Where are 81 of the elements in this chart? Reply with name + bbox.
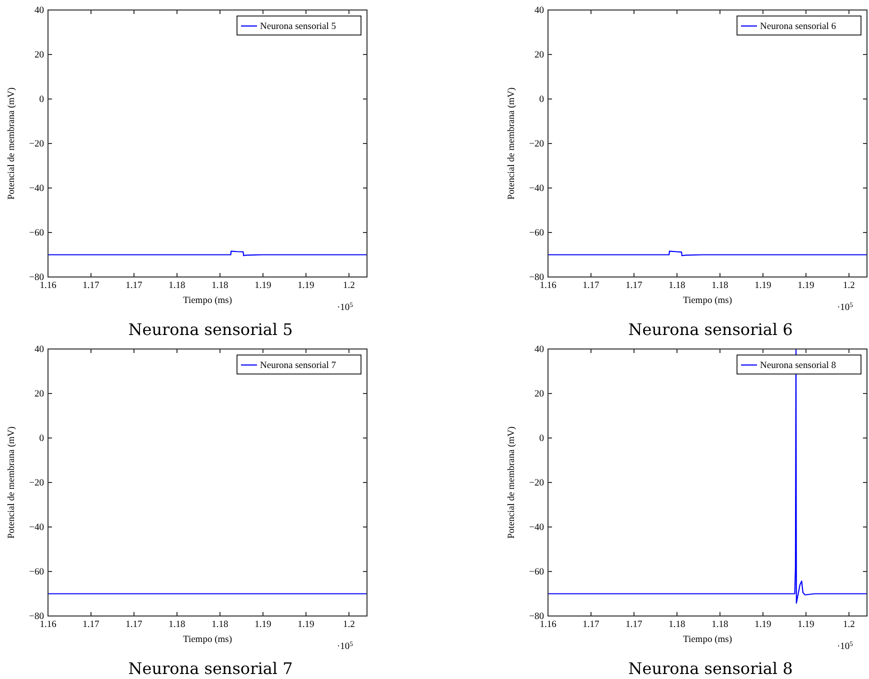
x-tick-label: 1.16 bbox=[40, 620, 57, 630]
x-tick-label: 1.17 bbox=[126, 620, 143, 630]
y-tick-label: −40 bbox=[529, 523, 544, 533]
line-series bbox=[548, 349, 867, 604]
x-tick-label: 1.19 bbox=[254, 281, 272, 291]
y-tick-label: −60 bbox=[29, 228, 44, 238]
y-axis-title: Potencial de membrana (mV) bbox=[7, 87, 17, 200]
y-tick-label: −60 bbox=[529, 568, 544, 578]
text: ·10$^{5}$ bbox=[337, 302, 354, 313]
y-axis-title: Potencial de membrana (mV) bbox=[7, 426, 17, 539]
x-axis-title: Tiempo (ms) bbox=[182, 635, 232, 645]
y-tick-label: −80 bbox=[29, 612, 44, 622]
y-tick-label: 20 bbox=[534, 50, 544, 60]
x-axis-title: Tiempo (ms) bbox=[682, 296, 732, 306]
x-tick-label: 1.19 bbox=[298, 620, 315, 630]
x-tick-label: 1.16 bbox=[40, 281, 57, 291]
text: Neurona sensorial 8 bbox=[628, 659, 793, 678]
x-tick-label: 1.19 bbox=[254, 620, 272, 630]
y-tick-label: 40 bbox=[34, 345, 44, 355]
y-tick-label: −40 bbox=[29, 523, 44, 533]
x-tick-label: 1.18 bbox=[212, 281, 229, 291]
x-tick-label: 1.18 bbox=[168, 281, 186, 291]
legend-label: Neurona sensorial 6 bbox=[760, 22, 836, 32]
y-tick-label: −80 bbox=[529, 273, 544, 283]
legend-label: Neurona sensorial 7 bbox=[260, 361, 336, 371]
x-tick-label: 1.17 bbox=[626, 281, 643, 291]
text: Neurona sensorial 7 bbox=[128, 659, 293, 678]
x-tick-label: 1.16 bbox=[540, 620, 557, 630]
y-tick-label: 0 bbox=[539, 95, 544, 105]
x-tick-label: 1.2 bbox=[843, 281, 856, 291]
y-tick-label: 0 bbox=[539, 434, 544, 444]
legend-label: Neurona sensorial 5 bbox=[260, 22, 336, 32]
x-axis-title: Tiempo (ms) bbox=[182, 296, 232, 306]
text: ·10$^{5}$ bbox=[837, 302, 854, 313]
x-tick-label: 1.17 bbox=[582, 281, 600, 291]
x-tick-label: 1.2 bbox=[343, 620, 356, 630]
y-tick-label: −80 bbox=[29, 273, 44, 283]
x-tick-label: 1.19 bbox=[754, 620, 772, 630]
x-tick-label: 1.18 bbox=[168, 620, 186, 630]
y-tick-label: −80 bbox=[529, 612, 544, 622]
y-axis-title: Potencial de membrana (mV) bbox=[507, 426, 517, 539]
y-tick-label: −40 bbox=[529, 184, 544, 194]
x-tick-label: 1.2 bbox=[843, 620, 856, 630]
y-tick-label: 20 bbox=[34, 50, 44, 60]
text: Neurona sensorial 5 bbox=[128, 320, 293, 339]
y-tick-label: −60 bbox=[29, 568, 44, 578]
x-tick-label: 1.19 bbox=[798, 281, 815, 291]
y-tick-label: −20 bbox=[529, 140, 544, 150]
y-tick-label: −20 bbox=[29, 140, 44, 150]
y-tick-label: −40 bbox=[29, 184, 44, 194]
x-tick-label: 1.2 bbox=[343, 281, 356, 291]
y-tick-label: 0 bbox=[39, 95, 44, 105]
x-tick-label: 1.19 bbox=[798, 620, 815, 630]
text: Neurona sensorial 6 bbox=[628, 320, 793, 339]
text: ·10$^{5}$ bbox=[837, 640, 854, 652]
y-tick-label: 40 bbox=[34, 6, 44, 16]
y-tick-label: 40 bbox=[534, 345, 544, 355]
x-axis-title: Tiempo (ms) bbox=[682, 635, 732, 645]
y-tick-label: −60 bbox=[529, 228, 544, 238]
x-tick-label: 1.18 bbox=[668, 281, 686, 291]
x-tick-label: 1.17 bbox=[126, 281, 143, 291]
x-tick-label: 1.18 bbox=[212, 620, 229, 630]
x-tick-label: 1.18 bbox=[712, 620, 729, 630]
x-tick-label: 1.18 bbox=[712, 281, 729, 291]
x-tick-label: 1.17 bbox=[82, 281, 100, 291]
legend-label: Neurona sensorial 8 bbox=[760, 361, 836, 371]
x-tick-label: 1.19 bbox=[298, 281, 315, 291]
y-tick-label: 20 bbox=[534, 390, 544, 400]
x-tick-label: 1.18 bbox=[668, 620, 686, 630]
x-tick-label: 1.17 bbox=[582, 620, 600, 630]
x-tick-label: 1.17 bbox=[626, 620, 643, 630]
text: ·10$^{5}$ bbox=[337, 640, 354, 652]
y-tick-label: 40 bbox=[534, 6, 544, 16]
y-tick-label: 20 bbox=[34, 390, 44, 400]
x-tick-label: 1.16 bbox=[540, 281, 557, 291]
y-axis-title: Potencial de membrana (mV) bbox=[507, 87, 517, 200]
x-tick-label: 1.19 bbox=[754, 281, 772, 291]
y-tick-label: −20 bbox=[529, 478, 544, 488]
x-tick-label: 1.17 bbox=[82, 620, 100, 630]
y-tick-label: −20 bbox=[29, 478, 44, 488]
y-tick-label: 0 bbox=[39, 434, 44, 444]
